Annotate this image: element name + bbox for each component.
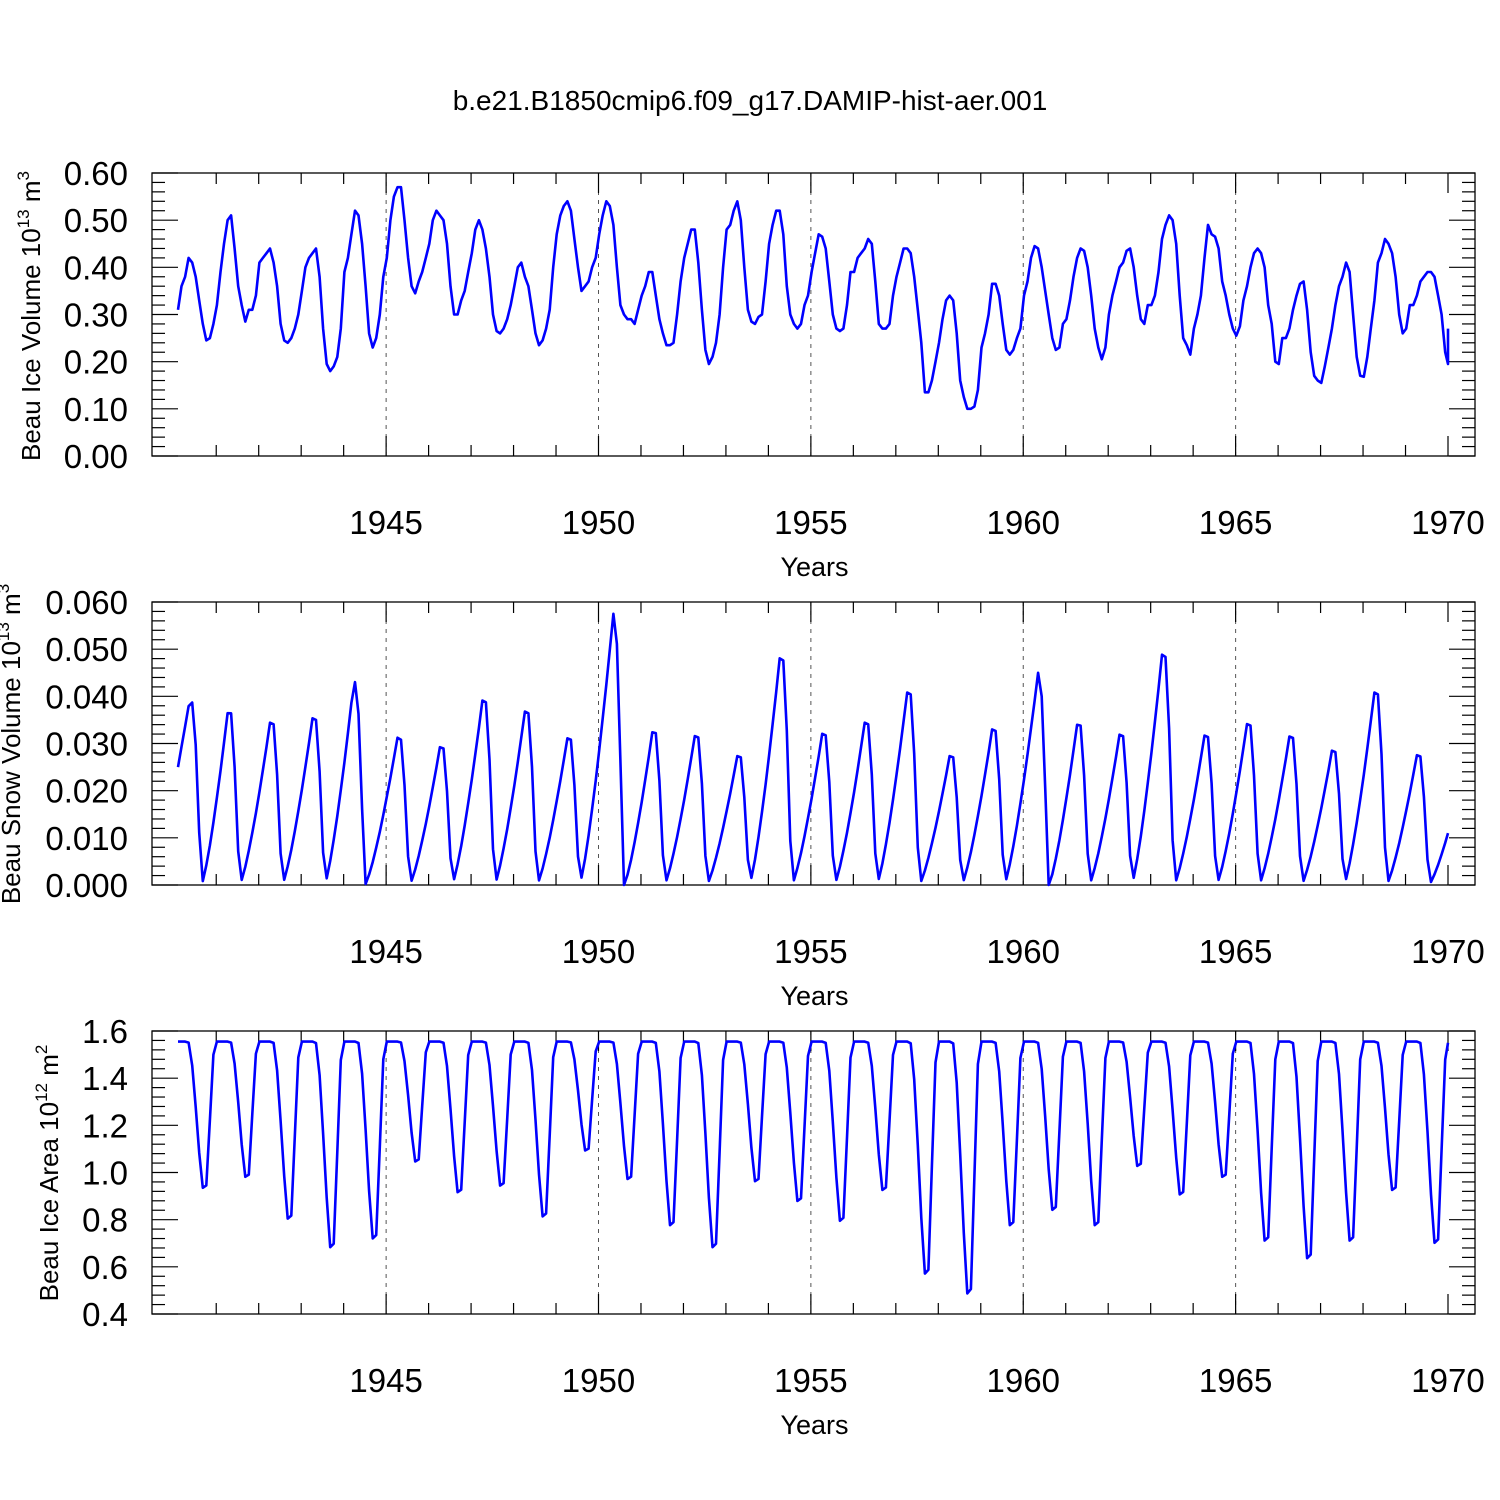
- y-tick-label: 0.60: [64, 155, 128, 192]
- y-axis-label: Beau Ice Volume 1013 m3: [14, 171, 46, 461]
- panels: 0.00 0.10 0.20 0.30 0.40 0.50 0.60 1945 1950 1955…: [0, 155, 1485, 1440]
- series-line-ice-area: [178, 1040, 1450, 1295]
- figure-title: b.e21.B1850cmip6.f09_g17.DAMIP-hist-aer.…: [453, 85, 1048, 116]
- x-tick-label: 1960: [987, 933, 1060, 970]
- x-tick-label: 1965: [1199, 1362, 1272, 1399]
- y-tick-label: 0.20: [64, 344, 128, 381]
- y-tick-label: 1.6: [82, 1013, 128, 1050]
- y-tick-label: 0.000: [45, 867, 128, 904]
- x-tick-label: 1970: [1411, 504, 1484, 541]
- x-tick-label: 1945: [349, 933, 422, 970]
- chart-panel-ice-area: 0.4 0.6 0.8 1.0 1.2 1.4 1.6 1945 1950 1955 1960 196…: [32, 1013, 1485, 1440]
- x-tick-label: 1955: [774, 504, 847, 541]
- y-tick-label: 1.2: [82, 1107, 128, 1144]
- y-tick-label: 0.060: [45, 584, 128, 621]
- y-tick-label: 0.040: [45, 678, 128, 715]
- y-axis-label: Beau Ice Area 1012 m2: [32, 1045, 64, 1302]
- x-tick-label: 1955: [774, 933, 847, 970]
- x-tick-label: 1950: [562, 933, 635, 970]
- y-tick-label: 0.010: [45, 820, 128, 857]
- x-tick-label: 1965: [1199, 933, 1272, 970]
- series-line-ice-volume: [176, 185, 1450, 411]
- x-tick-label: 1960: [987, 1362, 1060, 1399]
- x-axis-label: Years: [780, 981, 848, 1011]
- x-tick-label: 1955: [774, 1362, 847, 1399]
- y-tick-label: 0.10: [64, 391, 128, 428]
- x-tick-label: 1965: [1199, 504, 1272, 541]
- y-tick-label: 0.050: [45, 631, 128, 668]
- chart-panel-ice-volume: 0.00 0.10 0.20 0.30 0.40 0.50 0.60 1945 1950 1955…: [14, 155, 1485, 582]
- y-tick-label: 0.50: [64, 202, 128, 239]
- y-tick-label: 0.8: [82, 1202, 128, 1239]
- x-tick-label: 1960: [987, 504, 1060, 541]
- plot-frame: [151, 1030, 1476, 1315]
- y-tick-label: 0.00: [64, 438, 128, 475]
- x-tick-label: 1945: [349, 1362, 422, 1399]
- y-tick-label: 0.030: [45, 726, 128, 763]
- plot-frame: [151, 172, 1476, 457]
- y-tick-label: 0.30: [64, 297, 128, 334]
- y-tick-label: 0.4: [82, 1296, 128, 1333]
- plot-frame: [151, 601, 1476, 886]
- y-tick-label: 0.6: [82, 1249, 128, 1286]
- x-tick-label: 1950: [562, 1362, 635, 1399]
- y-tick-label: 1.0: [82, 1155, 128, 1192]
- x-tick-label: 1970: [1411, 1362, 1484, 1399]
- y-tick-label: 0.020: [45, 773, 128, 810]
- x-axis-label: Years: [780, 552, 848, 582]
- series-line-snow-volume: [176, 612, 1450, 887]
- x-tick-label: 1970: [1411, 933, 1484, 970]
- y-tick-label: 0.40: [64, 249, 128, 286]
- chart-panel-snow-volume: 0.000 0.010 0.020 0.030 0.040 0.050 0.060 1945 1…: [0, 584, 1485, 1011]
- x-tick-label: 1950: [562, 504, 635, 541]
- x-axis-label: Years: [780, 1410, 848, 1440]
- y-tick-label: 1.4: [82, 1060, 128, 1097]
- y-axis-label: Beau Snow Volume 1013 m3: [0, 584, 26, 904]
- x-tick-label: 1945: [349, 504, 422, 541]
